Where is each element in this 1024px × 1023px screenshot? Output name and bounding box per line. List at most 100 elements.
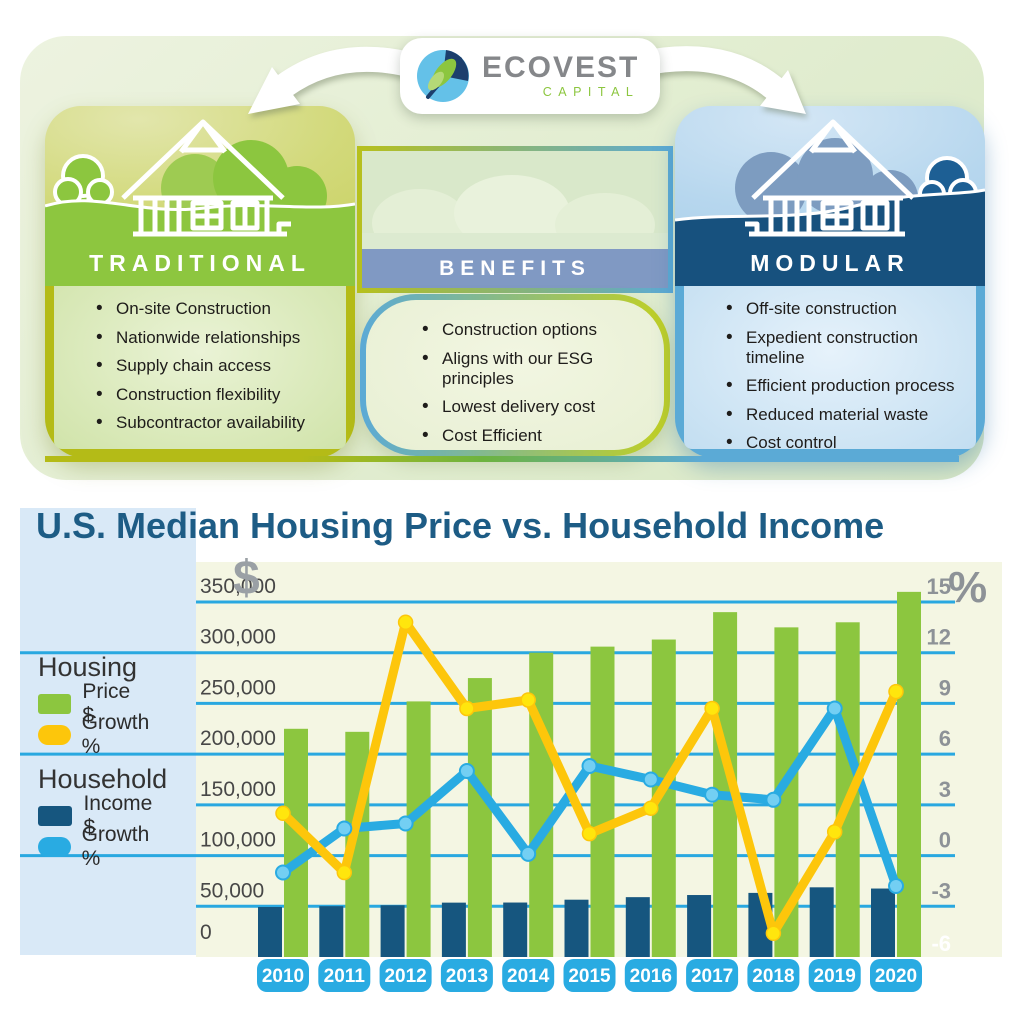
income-growth-point: [275, 864, 291, 881]
list-item: Construction options: [422, 319, 654, 341]
income-growth-point: [704, 786, 721, 803]
list-item: Construction flexibility: [96, 384, 340, 406]
year-badge: [747, 959, 800, 992]
chart-section: U.S. Median Housing Price vs. Household …: [0, 495, 1024, 1023]
benefits-list-area: Construction options Aligns with our ESG …: [366, 300, 664, 450]
list-item: Aligns with our ESG principles: [422, 348, 654, 389]
income-bar: [503, 902, 528, 957]
income-growth-point: [888, 878, 904, 894]
traditional-list: On-site Construction Nationwide relations…: [54, 286, 346, 434]
year-badge: [502, 959, 555, 992]
traditional-title: TRADITIONAL: [45, 240, 355, 286]
traditional-house-illustration: [45, 106, 355, 240]
year-badge: [563, 959, 616, 992]
benefits-landscape-image: [362, 151, 668, 249]
legend-household-income: Income $: [38, 792, 158, 839]
year-label: 2010: [262, 966, 304, 987]
income-growth-point: [397, 815, 414, 832]
right-axis-tick: 0: [939, 828, 951, 853]
year-label: 2020: [875, 966, 917, 987]
logo-subname: CAPITAL: [542, 85, 640, 99]
housing-growth-swatch-icon: [38, 725, 71, 745]
left-axis-tick: 250,000: [200, 676, 276, 699]
year-label: 2011: [324, 966, 366, 987]
income-bar: [258, 906, 282, 957]
income-bar: [319, 906, 344, 957]
list-item: Off-site construction: [726, 298, 970, 320]
legend-household-label: Household: [38, 764, 168, 794]
right-axis-tick: -3: [931, 878, 951, 903]
year-label: 2018: [752, 966, 794, 987]
left-arrow-icon: [248, 46, 435, 114]
modular-scene-icon: [675, 119, 985, 240]
right-axis-tick: 12: [927, 625, 951, 650]
price-swatch-icon: [38, 694, 72, 714]
year-label: 2016: [630, 966, 672, 987]
housing-growth-point: [459, 700, 475, 717]
legend-label: Growth %: [81, 823, 150, 870]
housing-growth-point: [520, 692, 536, 708]
price-bar: [897, 591, 921, 957]
housing-growth-point: [643, 800, 659, 816]
housing-growth-point: [765, 925, 782, 942]
year-badge: [379, 959, 432, 992]
legend-label: Price $: [82, 680, 131, 727]
left-axis-tick: 300,000: [200, 626, 276, 649]
year-badge: [440, 959, 493, 992]
housing-growth-point: [336, 864, 353, 881]
list-item: Efficient production process: [726, 375, 970, 397]
year-badge: [318, 959, 371, 992]
income-bar: [809, 887, 834, 957]
year-badge: [870, 959, 922, 992]
housing-growth-point: [275, 805, 291, 822]
list-item: Cost control: [726, 432, 970, 454]
housing-income-chart: 2010 2011 2012 2013 2014 2015 2016 2017 2018 2019…: [20, 562, 1002, 992]
year-badge: [808, 959, 861, 992]
list-item: Cost Efficient: [422, 425, 654, 447]
right-axis-tick: 9: [939, 675, 951, 700]
income-bar: [564, 899, 589, 957]
left-axis-tick: 50,000: [200, 879, 264, 902]
list-item: Supply chain access: [96, 355, 340, 377]
year-label: 2017: [691, 966, 733, 987]
modular-title: MODULAR: [675, 240, 985, 286]
left-axis-tick: 150,000: [200, 778, 276, 801]
year-label: 2019: [814, 966, 856, 987]
price-bar: [284, 728, 308, 957]
year-label: 2013: [446, 966, 488, 987]
income-bar: [380, 905, 405, 957]
housing-growth-point: [826, 824, 843, 840]
legend-housing-label: Housing: [38, 652, 138, 682]
house-icon: [745, 119, 915, 237]
year-badge: [257, 959, 309, 992]
percent-axis-symbol: %: [948, 563, 988, 612]
income-bar: [441, 902, 466, 957]
legend-label: Income $: [83, 792, 153, 839]
ecovest-logo: ECOVEST CAPITAL: [400, 38, 660, 114]
landscape-icon: [362, 151, 668, 249]
right-arrow-icon: [627, 46, 806, 114]
modular-house-illustration: [675, 106, 985, 240]
left-axis-tick: 100,000: [200, 829, 276, 852]
income-growth-point: [581, 758, 598, 774]
price-bar: [467, 678, 492, 957]
list-item: On-site Construction: [96, 298, 340, 320]
legend-housing-growth: Growth %: [38, 711, 157, 758]
income-bar: [625, 897, 650, 957]
housing-growth-point: [581, 825, 598, 842]
housing-growth-point: [704, 700, 720, 717]
income-bar: [687, 895, 712, 957]
legend-housing-price: Price $: [38, 680, 137, 727]
income-swatch-icon: [38, 806, 73, 826]
section-divider: [45, 456, 959, 462]
list-item: Expedient construction timeline: [726, 327, 970, 368]
income-growth-point: [336, 820, 353, 837]
housing-growth-point: [397, 614, 414, 631]
benefits-pill: Construction options Aligns with our ESG …: [360, 294, 670, 456]
income-growth-point: [458, 763, 475, 779]
left-axis-tick: 200,000: [200, 727, 276, 750]
income-growth-swatch-icon: [38, 837, 71, 857]
right-axis-tick: -6: [931, 931, 951, 956]
infographic-section: TRADITIONAL On-site Construction Nationwi…: [20, 36, 985, 480]
